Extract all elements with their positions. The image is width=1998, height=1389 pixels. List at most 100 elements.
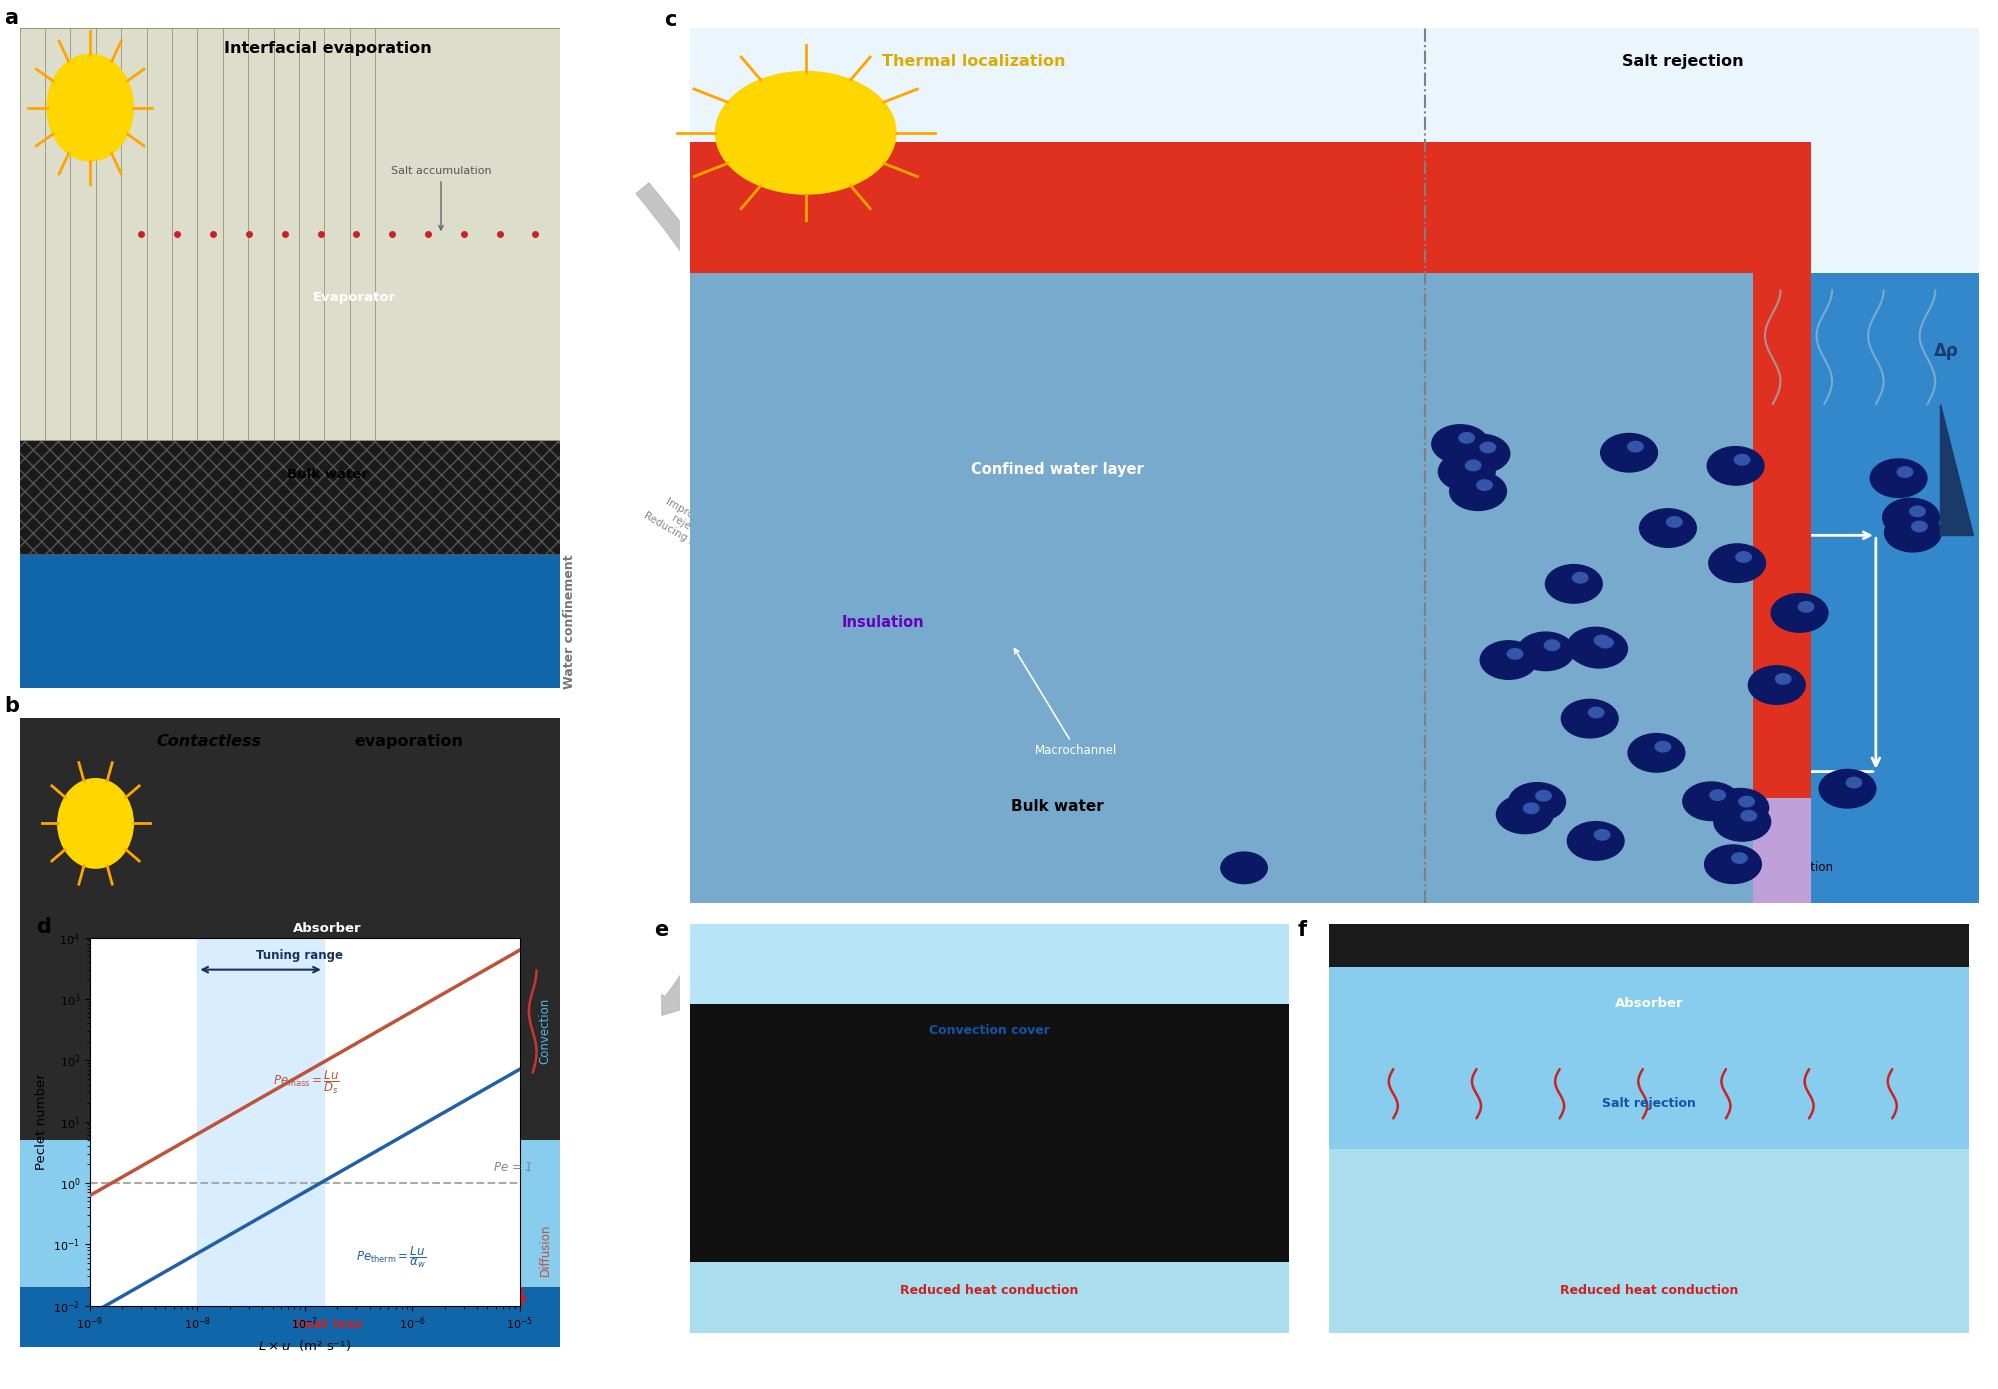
Text: Convection: Convection [537,997,551,1064]
FancyBboxPatch shape [44,28,382,439]
Polygon shape [122,836,559,964]
FancyBboxPatch shape [0,154,715,795]
FancyBboxPatch shape [785,272,1624,972]
Text: Natural convection: Natural convection [1720,861,1832,874]
Circle shape [1682,782,1738,821]
FancyBboxPatch shape [1163,967,1998,1242]
Text: Tuning range: Tuning range [256,949,344,961]
Circle shape [1734,551,1750,563]
Text: $Pe_\mathrm{mass}=\dfrac{Lu}{D_s}$: $Pe_\mathrm{mass}=\dfrac{Lu}{D_s}$ [272,1068,340,1096]
Text: Diffusion: Diffusion [537,1224,551,1276]
FancyBboxPatch shape [1393,1001,1820,1374]
Text: Bulk water: Bulk water [288,1136,368,1149]
Text: evaporation: evaporation [354,733,464,749]
Text: $Pe_\mathrm{therm}=\dfrac{Lu}{\alpha_w}$: $Pe_\mathrm{therm}=\dfrac{Lu}{\alpha_w}$ [356,1243,428,1270]
Text: e: e [653,920,667,939]
Text: Insulation: Insulation [841,615,923,631]
Text: Normal mode: Normal mode [933,1314,1045,1329]
Circle shape [1654,742,1670,751]
FancyBboxPatch shape [533,924,1445,1374]
Circle shape [1453,435,1508,472]
Text: f: f [1297,920,1307,939]
Text: Contactless mode: Contactless mode [1574,1314,1722,1329]
Text: Salt rejection: Salt rejection [1602,1097,1694,1110]
FancyBboxPatch shape [122,28,458,439]
Circle shape [1708,790,1724,800]
FancyArrowPatch shape [635,183,825,1015]
FancyBboxPatch shape [1495,1001,1924,1374]
Circle shape [1882,499,1938,536]
Circle shape [1666,517,1680,528]
FancyBboxPatch shape [70,28,408,439]
Text: a: a [4,7,18,28]
Circle shape [1522,803,1538,814]
Circle shape [1594,635,1608,646]
Circle shape [1588,707,1602,718]
Text: Confined water layer: Confined water layer [971,463,1143,478]
FancyBboxPatch shape [0,976,715,1389]
FancyBboxPatch shape [941,924,1343,1374]
Circle shape [1774,674,1790,685]
FancyBboxPatch shape [198,28,533,439]
Circle shape [1706,447,1762,485]
Circle shape [1560,700,1616,738]
Text: $Pe$ = 1: $Pe$ = 1 [492,1161,531,1174]
FancyBboxPatch shape [146,28,484,439]
Circle shape [1708,544,1764,582]
Text: Sunlight: Sunlight [1616,928,1680,940]
FancyBboxPatch shape [350,28,685,439]
FancyBboxPatch shape [172,28,507,439]
Circle shape [1600,433,1656,472]
Circle shape [1477,479,1493,490]
X-axis label: $L \times u$  (m² s⁻¹): $L \times u$ (m² s⁻¹) [258,1338,352,1353]
Text: Bulk water: Bulk water [288,468,368,481]
Circle shape [1594,829,1608,840]
Text: Macrochannel: Macrochannel [1013,649,1117,757]
FancyBboxPatch shape [0,28,332,439]
FancyBboxPatch shape [1163,895,1998,1374]
FancyBboxPatch shape [400,272,1237,972]
FancyBboxPatch shape [1163,867,1998,1140]
Circle shape [1572,572,1586,583]
Circle shape [1566,628,1622,665]
FancyBboxPatch shape [527,272,1367,972]
Text: Sunlight: Sunlight [957,928,1021,940]
Circle shape [1534,790,1550,801]
Text: Improving salt
rejection
Reducing heat loss: Improving salt rejection Reducing heat l… [641,490,743,568]
FancyBboxPatch shape [749,924,1151,1374]
Text: d: d [36,917,50,936]
Circle shape [1738,796,1754,807]
Y-axis label: Peclet number: Peclet number [34,1074,48,1170]
Circle shape [1748,665,1804,704]
FancyBboxPatch shape [1189,1001,1616,1374]
FancyBboxPatch shape [0,888,715,1389]
Text: Dissolved ion: Dissolved ion [1283,861,1361,874]
Circle shape [1626,733,1684,772]
Circle shape [1704,845,1760,883]
Circle shape [1734,454,1748,465]
FancyBboxPatch shape [248,28,585,439]
Circle shape [1221,851,1267,883]
Circle shape [1896,467,1912,478]
Circle shape [1730,853,1746,864]
FancyBboxPatch shape [533,1004,1445,1261]
Circle shape [1566,822,1622,860]
FancyBboxPatch shape [509,801,1469,1389]
Circle shape [1846,778,1860,788]
FancyBboxPatch shape [1037,924,1439,1374]
Circle shape [1908,506,1924,517]
Circle shape [1497,795,1552,833]
Polygon shape [869,160,1385,404]
FancyBboxPatch shape [302,447,1810,1165]
FancyBboxPatch shape [0,328,715,795]
Circle shape [1439,453,1495,490]
Circle shape [1770,593,1826,632]
FancyBboxPatch shape [324,28,661,439]
Text: Reduced heat conduction: Reduced heat conduction [1558,1283,1738,1297]
Circle shape [1712,803,1770,842]
FancyBboxPatch shape [657,272,1495,972]
Circle shape [1479,442,1495,453]
FancyBboxPatch shape [0,0,721,888]
Text: Salt rejection: Salt rejection [1620,54,1742,69]
Text: Thermal localization: Thermal localization [881,54,1065,69]
